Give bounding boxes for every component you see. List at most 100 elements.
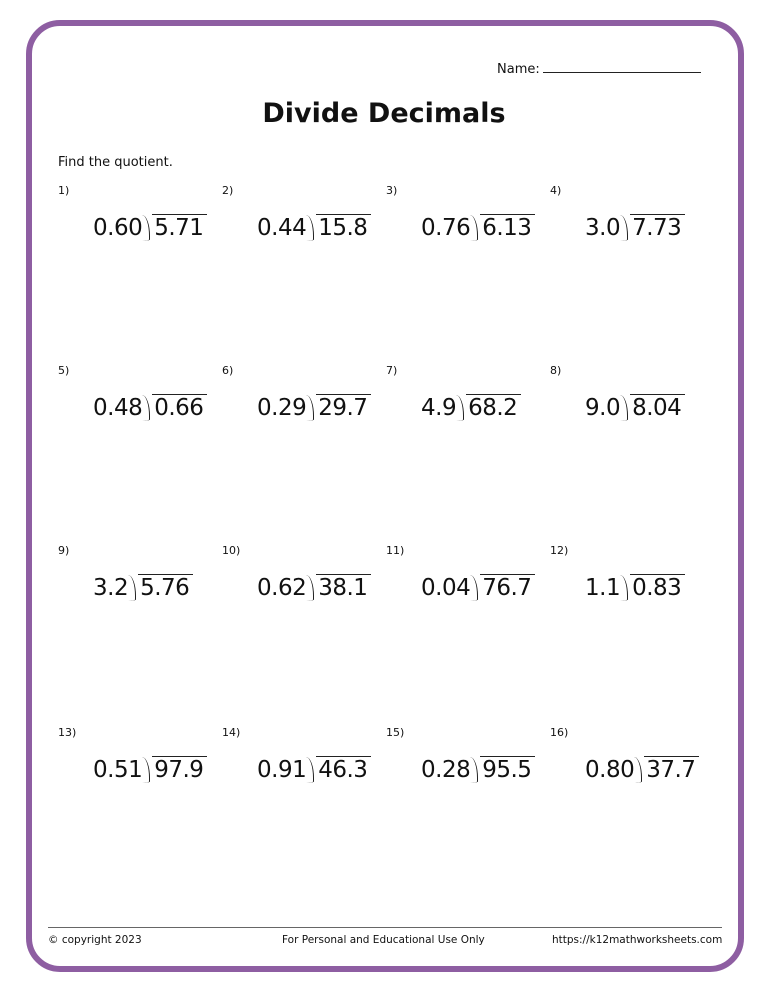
footer-url[interactable]: https://k12mathworksheets.com [552, 934, 723, 946]
footer-divider [48, 927, 722, 928]
long-division: 0.62 38.1 [257, 574, 372, 602]
footer-notice: For Personal and Educational Use Only [282, 934, 485, 946]
dividend: 95.5 [480, 756, 536, 784]
long-division: 3.0 7.73 [585, 214, 686, 242]
dividend: 37.7 [644, 756, 700, 784]
problem-number: 2) [222, 184, 234, 197]
divisor: 0.48 [93, 395, 143, 421]
division-bracket [306, 757, 315, 783]
long-division: 0.80 37.7 [585, 756, 700, 784]
problem-number: 9) [58, 544, 70, 557]
page-border [26, 20, 744, 972]
dividend: 97.9 [152, 756, 208, 784]
division-bracket [306, 215, 315, 241]
divisor: 3.0 [585, 215, 621, 241]
dividend: 0.66 [152, 394, 208, 422]
long-division: 9.0 8.04 [585, 394, 686, 422]
divisor: 0.28 [421, 757, 471, 783]
long-division: 0.04 76.7 [421, 574, 536, 602]
division-bracket [128, 575, 137, 601]
long-division: 0.48 0.66 [93, 394, 208, 422]
divisor: 9.0 [585, 395, 621, 421]
division-bracket [456, 395, 465, 421]
problem: 14) 0.91 46.3 [222, 726, 382, 806]
dividend: 29.7 [316, 394, 372, 422]
problem: 15) 0.28 95.5 [386, 726, 546, 806]
dividend: 5.71 [152, 214, 208, 242]
dividend: 6.13 [480, 214, 536, 242]
instructions: Find the quotient. [58, 155, 173, 170]
divisor: 1.1 [585, 575, 621, 601]
dividend: 68.2 [466, 394, 522, 422]
dividend: 38.1 [316, 574, 372, 602]
problem-number: 12) [550, 544, 569, 557]
divisor: 0.44 [257, 215, 307, 241]
problem: 3) 0.76 6.13 [386, 184, 546, 264]
dividend: 0.83 [630, 574, 686, 602]
problem: 6) 0.29 29.7 [222, 364, 382, 444]
problem: 7) 4.9 68.2 [386, 364, 546, 444]
divisor: 0.60 [93, 215, 143, 241]
long-division: 0.60 5.71 [93, 214, 208, 242]
problem: 5) 0.48 0.66 [58, 364, 218, 444]
problem-number: 6) [222, 364, 234, 377]
division-bracket [142, 395, 151, 421]
division-bracket [306, 575, 315, 601]
long-division: 4.9 68.2 [421, 394, 522, 422]
problem: 4) 3.0 7.73 [550, 184, 710, 264]
division-bracket [142, 757, 151, 783]
dividend: 7.73 [630, 214, 686, 242]
problem-number: 8) [550, 364, 562, 377]
long-division: 1.1 0.83 [585, 574, 686, 602]
problem: 16) 0.80 37.7 [550, 726, 710, 806]
division-bracket [620, 395, 629, 421]
problem: 8) 9.0 8.04 [550, 364, 710, 444]
division-bracket [142, 215, 151, 241]
long-division: 3.2 5.76 [93, 574, 194, 602]
problem-number: 14) [222, 726, 241, 739]
dividend: 8.04 [630, 394, 686, 422]
divisor: 0.80 [585, 757, 635, 783]
division-bracket [620, 215, 629, 241]
problem-number: 3) [386, 184, 398, 197]
divisor: 0.91 [257, 757, 307, 783]
problem-number: 15) [386, 726, 405, 739]
problem-number: 5) [58, 364, 70, 377]
page-title: Divide Decimals [262, 98, 506, 129]
problem-number: 11) [386, 544, 405, 557]
divisor: 0.04 [421, 575, 471, 601]
footer-copyright: © copyright 2023 [48, 934, 142, 946]
problem: 12) 1.1 0.83 [550, 544, 710, 624]
division-bracket [306, 395, 315, 421]
problem: 1) 0.60 5.71 [58, 184, 218, 264]
long-division: 0.28 95.5 [421, 756, 536, 784]
problem-number: 10) [222, 544, 241, 557]
problem-number: 1) [58, 184, 70, 197]
long-division: 0.76 6.13 [421, 214, 536, 242]
dividend: 76.7 [480, 574, 536, 602]
problem-number: 13) [58, 726, 77, 739]
divisor: 0.51 [93, 757, 143, 783]
long-division: 0.44 15.8 [257, 214, 372, 242]
long-division: 0.51 97.9 [93, 756, 208, 784]
divisor: 0.29 [257, 395, 307, 421]
divisor: 0.76 [421, 215, 471, 241]
problem: 10) 0.62 38.1 [222, 544, 382, 624]
long-division: 0.91 46.3 [257, 756, 372, 784]
division-bracket [620, 575, 629, 601]
problem: 2) 0.44 15.8 [222, 184, 382, 264]
name-field[interactable]: Name: [497, 60, 701, 77]
name-label: Name: [497, 62, 540, 77]
problem: 9) 3.2 5.76 [58, 544, 218, 624]
long-division: 0.29 29.7 [257, 394, 372, 422]
name-line[interactable] [542, 60, 701, 73]
problem: 13) 0.51 97.9 [58, 726, 218, 806]
problem-number: 4) [550, 184, 562, 197]
dividend: 46.3 [316, 756, 372, 784]
divisor: 4.9 [421, 395, 457, 421]
division-bracket [470, 757, 479, 783]
divisor: 0.62 [257, 575, 307, 601]
dividend: 5.76 [138, 574, 194, 602]
problem-number: 7) [386, 364, 398, 377]
problem-number: 16) [550, 726, 569, 739]
